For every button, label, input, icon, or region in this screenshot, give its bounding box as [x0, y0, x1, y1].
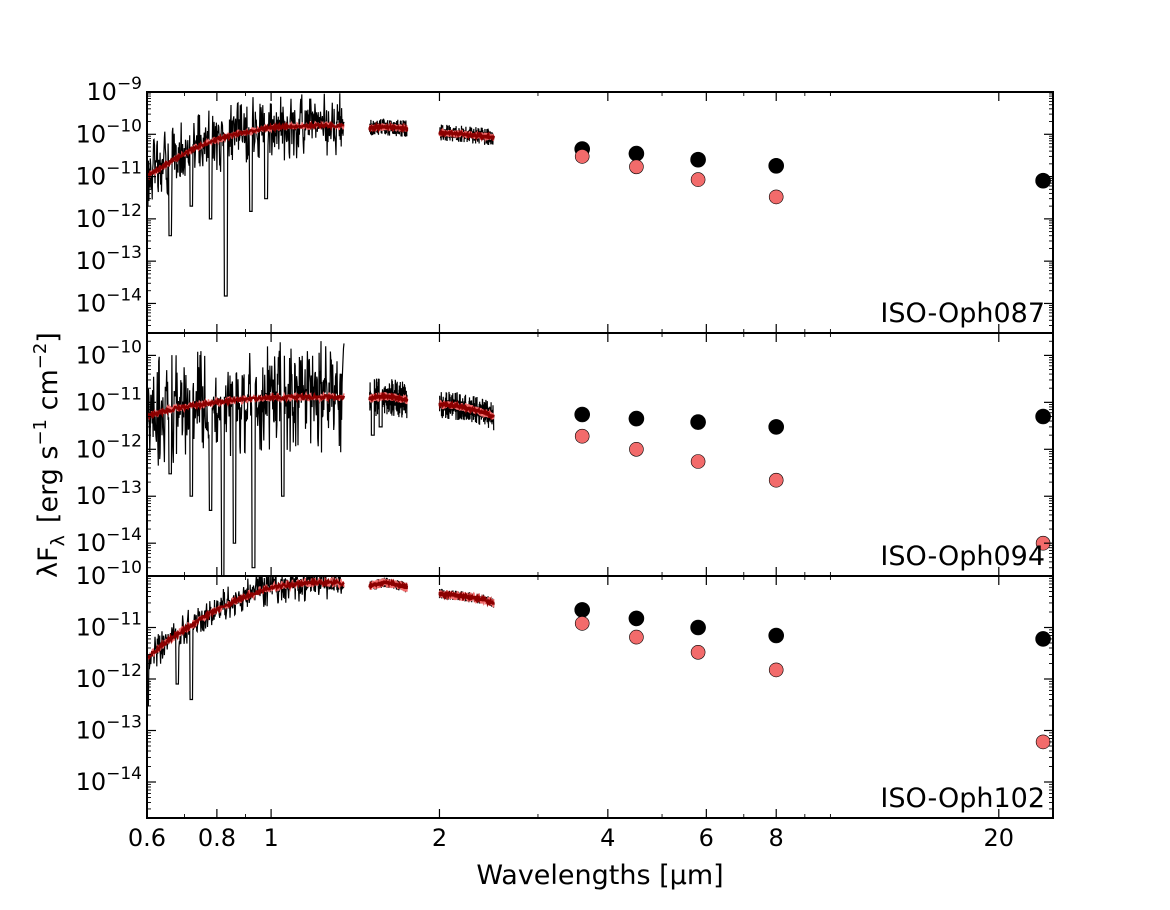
photometry-point-model [574, 428, 590, 444]
x-tick-label: 0.8 [198, 824, 236, 852]
x-tick-label: 20 [984, 824, 1015, 852]
y-tick-label: 10−13 [76, 713, 142, 745]
panel-label: ISO-Oph094 [880, 541, 1045, 572]
y-tick-label: 10−13 [76, 478, 142, 510]
model-spectrum-segment [438, 399, 495, 421]
photometry-point-observed [574, 602, 591, 618]
photometry-point-model [574, 149, 590, 164]
photometry-point-observed [574, 406, 591, 423]
y-tick-label: 10−10 [76, 558, 142, 590]
photometry-point-observed [690, 414, 706, 430]
x-tick-label: 2 [432, 824, 447, 852]
y-tick-label: 10−9 [86, 74, 142, 106]
x-tick-label: 1 [263, 824, 278, 852]
y-tick-label: 10−13 [76, 243, 142, 275]
photometry-point-observed [690, 619, 706, 636]
panel-label: ISO-Oph102 [880, 783, 1045, 814]
y-tick-label: 10−11 [76, 610, 142, 642]
photometry-point-observed [628, 410, 645, 427]
panel-frame [146, 575, 1054, 819]
y-tick-label: 10−11 [76, 384, 142, 416]
y-tick-label: 10−12 [76, 431, 142, 463]
model-spectrum-light-segment [438, 399, 495, 420]
photometry-point-model [1035, 734, 1051, 750]
y-tick-label: 10−14 [76, 525, 142, 557]
y-tick-label: 10−10 [76, 337, 142, 369]
photometry-point-model [768, 472, 784, 488]
observed-spectrum-segment [147, 341, 345, 576]
model-spectrum-segment [368, 578, 409, 590]
model-spectrum-segment [147, 391, 346, 421]
photometry-point-observed [690, 151, 706, 168]
observed-spectrum-segment [438, 391, 495, 431]
photometry-point-observed [768, 419, 785, 435]
photometry-point-model [629, 159, 644, 175]
model-spectrum-segment [147, 576, 345, 660]
panel-ISO-Oph094: 10−14 10−13 10−12 10−11 10−10 ISO-Oph094 [76, 332, 1054, 577]
photometry-point-model [690, 454, 706, 469]
x-tick-label: 4 [600, 824, 615, 852]
x-tick-label: 8 [769, 824, 784, 852]
photometry-point-model [690, 172, 706, 187]
photometry-point-observed [768, 158, 785, 174]
x-tick-label: 0.6 [128, 824, 166, 852]
panel-frame [146, 332, 1054, 577]
model-spectrum-segment [368, 391, 409, 404]
photometry-point-model [690, 644, 706, 660]
y-axis-label: λFλ[erg s−1 cm−2] [30, 332, 69, 578]
plot-area [147, 93, 495, 297]
photometry-point-observed [1035, 631, 1051, 647]
plot-area [147, 341, 495, 576]
model-spectrum-segment [438, 128, 495, 142]
panel-label: ISO-Oph087 [880, 298, 1045, 329]
panel-ISO-Oph087: 10−14 10−13 10−12 10−11 10−10 10−9 ISO-Oph087 [76, 74, 1054, 334]
x-tick-label: 6 [699, 824, 714, 852]
photometry-point-observed [768, 627, 785, 644]
plot-area [147, 576, 495, 707]
photometry-point-model [629, 441, 644, 457]
y-tick-label: 10−11 [76, 159, 142, 191]
y-tick-label: 10−10 [76, 116, 142, 148]
photometry-point-model [768, 662, 784, 678]
photometry-point-model [768, 189, 784, 205]
photometry-point-model [629, 629, 644, 645]
panel-ISO-Oph102: 10−14 10−13 10−12 10−11 10−10 ISO-Oph102 [76, 558, 1054, 819]
x-axis-label: Wavelengths [μm] [476, 860, 723, 891]
model-spectrum-segment [147, 120, 345, 182]
photometry-point-observed [1035, 408, 1051, 425]
y-tick-label: 10−12 [76, 201, 142, 233]
observed-spectrum-segment [369, 378, 408, 436]
x-axis-ticks: 0.6 0.8 1 2 4 6 8 20 [128, 824, 1014, 852]
observed-spectrum-segment [147, 576, 345, 707]
model-spectrum-segment [438, 590, 495, 608]
photometry-point-model [574, 616, 590, 631]
y-tick-label: 10−14 [76, 285, 142, 317]
panels: 10−1410−1310−1210−1110−1010−9ISO-Oph0871… [76, 74, 1054, 819]
y-tick-label: 10−14 [76, 764, 142, 796]
photometry-point-observed [628, 145, 645, 162]
photometry-point-observed [628, 610, 645, 627]
y-tick-label: 10−12 [76, 661, 142, 693]
photometry-point-observed [1035, 172, 1051, 189]
model-spectrum-segment [368, 121, 409, 134]
observed-spectrum-segment [147, 93, 345, 297]
